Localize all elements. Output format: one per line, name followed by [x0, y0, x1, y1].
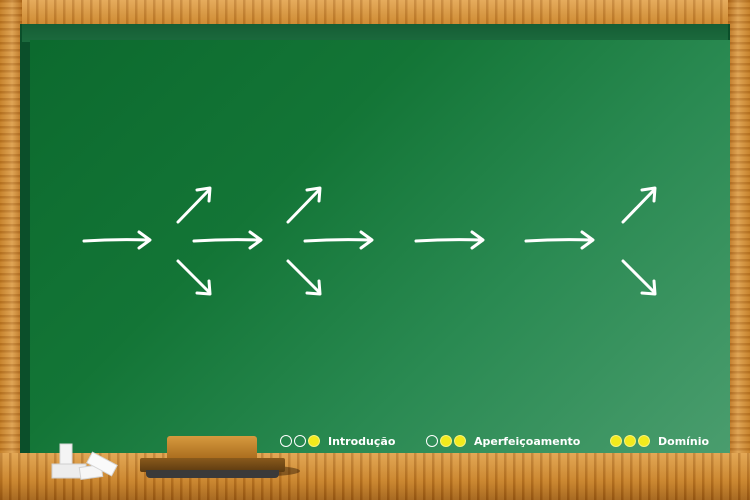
empty-circle-icon [280, 435, 292, 447]
right-arrow-icon [192, 230, 263, 250]
chalkboard [30, 40, 730, 454]
legend-dominio: Domínio [610, 431, 709, 451]
up-right-arrow-icon [176, 186, 212, 224]
down-right-arrow-icon [176, 259, 212, 296]
level-dots [426, 435, 466, 447]
right-arrow-icon [82, 230, 152, 250]
right-arrow-icon [303, 230, 374, 250]
right-arrow-icon [414, 230, 485, 250]
legend-introducao: Introdução [280, 431, 395, 451]
frame-left [0, 0, 22, 500]
legend-label: Domínio [658, 434, 710, 448]
filled-circle-icon [440, 435, 452, 447]
level-dots [610, 435, 650, 447]
filled-circle-icon [454, 435, 466, 447]
board-top-strip [22, 24, 728, 42]
up-right-arrow-icon [286, 186, 322, 224]
eraser-icon [140, 436, 300, 482]
frame-top [0, 0, 750, 24]
legend-aperfeicoamento: Aperfeiçoamento [426, 431, 580, 451]
level-dots [280, 435, 320, 447]
legend-label: Introdução [328, 434, 396, 448]
filled-circle-icon [610, 435, 622, 447]
legend-label: Aperfeiçoamento [474, 434, 581, 448]
empty-circle-icon [426, 435, 438, 447]
filled-circle-icon [624, 435, 636, 447]
filled-circle-icon [308, 435, 320, 447]
chalk-icon [51, 443, 118, 481]
chalk-ledge [0, 453, 750, 500]
up-right-arrow-icon [621, 186, 657, 224]
down-right-arrow-icon [621, 259, 657, 296]
empty-circle-icon [294, 435, 306, 447]
down-right-arrow-icon [286, 259, 322, 296]
right-arrow-icon [524, 230, 595, 250]
filled-circle-icon [638, 435, 650, 447]
